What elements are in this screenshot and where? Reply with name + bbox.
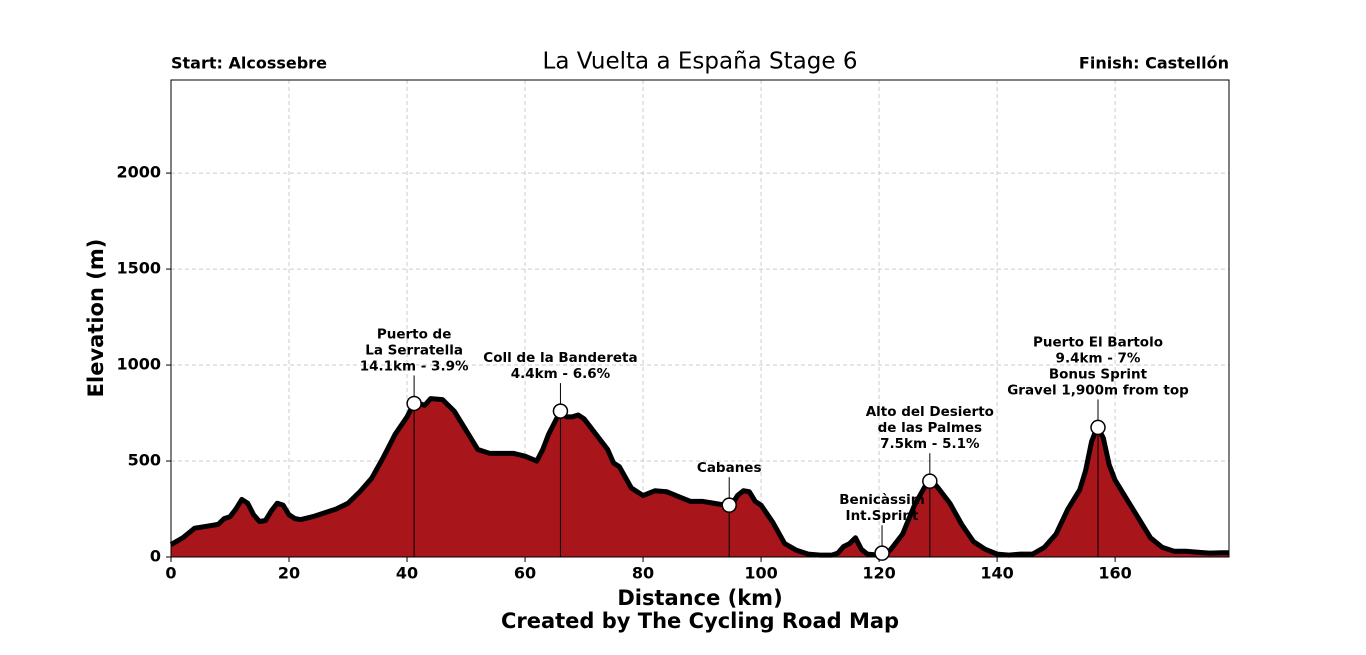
x-tick-label: 140	[980, 564, 1013, 583]
x-tick-label: 80	[632, 564, 654, 583]
x-tick-label: 120	[862, 564, 895, 583]
x-tick-label: 40	[396, 564, 418, 583]
annotation-label: Benicàssim	[839, 492, 925, 508]
annotation-label: 14.1km - 3.9%	[360, 358, 469, 374]
annotation-marker	[406, 395, 422, 412]
y-tick-label: 0	[150, 547, 161, 566]
footer: Created by The Cycling Road Map	[501, 609, 899, 633]
y-axis-label: Elevation (m)	[84, 239, 108, 398]
annotation-label: 4.4km - 6.6%	[511, 366, 611, 382]
annotation-label: de las Palmes	[878, 420, 983, 436]
plot-frame	[170, 79, 1230, 558]
finish-label: Finish: Castellón	[1079, 54, 1229, 73]
area	[171, 398, 1229, 557]
annotation-label: Cabanes	[697, 460, 762, 476]
annotation-label: Bonus Sprint	[1049, 366, 1148, 382]
annotation-marker	[874, 545, 890, 561]
start-label: Start: Alcossebre	[171, 54, 327, 73]
x-tick-label: 160	[1098, 564, 1131, 583]
y-tick-label: 500	[128, 451, 161, 470]
y-tick-label: 1500	[116, 259, 161, 278]
annotation-label: Gravel 1,900m from top	[1007, 382, 1189, 398]
x-axis-label: Distance (km)	[617, 586, 782, 610]
x-tick-label: 100	[744, 564, 777, 583]
x-tick-label: 20	[278, 564, 300, 583]
annotation-label: Puerto de	[377, 326, 452, 342]
profile-line	[169, 396, 1229, 558]
annotation-label: Puerto El Bartolo	[1033, 334, 1163, 350]
annotation-label: 9.4km - 7%	[1056, 350, 1141, 366]
x-tick-label: 60	[514, 564, 536, 583]
annotation-marker	[1090, 419, 1106, 436]
chart-title: La Vuelta a España Stage 6	[543, 49, 858, 75]
y-tick-label: 1000	[116, 355, 161, 374]
annotation-marker	[922, 473, 938, 489]
annotation-label: 7.5km - 5.1%	[880, 436, 980, 452]
annotation-marker	[721, 497, 737, 513]
y-tick-label: 2000	[116, 163, 161, 182]
x-tick-label: 0	[165, 564, 176, 583]
annotation-label: La Serratella	[365, 342, 463, 358]
annotation-label: Int.Sprint	[846, 508, 919, 524]
annotation-marker	[552, 403, 569, 419]
annotation-label: Coll de la Bandereta	[483, 350, 637, 366]
annotation-label: Alto del Desierto	[866, 404, 994, 420]
